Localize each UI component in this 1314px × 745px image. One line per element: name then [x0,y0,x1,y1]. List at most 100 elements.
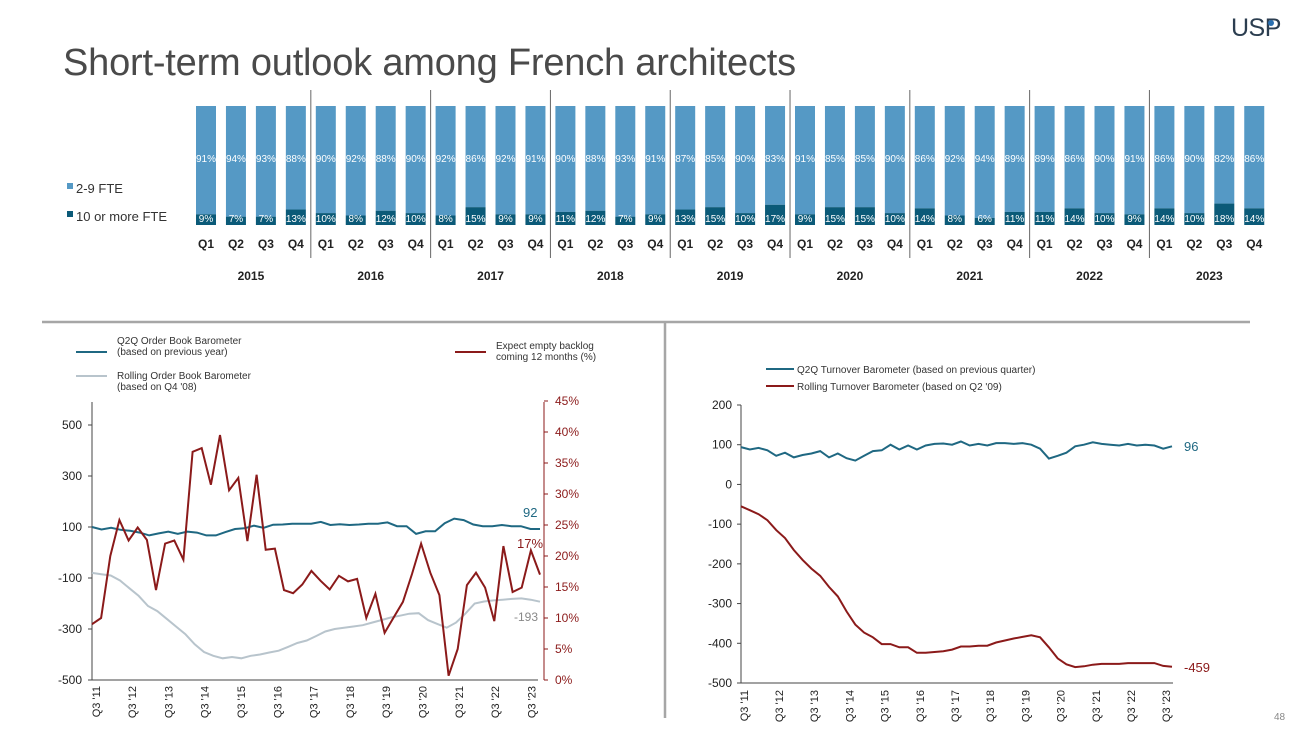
turnover-x-tick-label: Q3 '23 [1161,690,1173,722]
end-label-empty-backlog: 17% [517,536,543,551]
quarter-tick-label: Q2 [947,237,963,251]
bar-2-9-fte [465,106,486,208]
turnover-y-tick-label: -100 [708,517,732,531]
bar-label-2-9-fte: 90% [1094,154,1114,165]
quarter-tick-label: Q4 [288,237,304,251]
legend-label-q2q-turnover: Q2Q Turnover Barometer (based on previou… [797,365,1035,376]
turnover-x-tick-label: Q3 '18 [985,690,997,722]
rolling-turnover-line [740,505,1173,669]
bar-label-10-plus-fte: 14% [1244,214,1264,225]
bar-10-plus-fte [1064,208,1085,225]
bar-label-2-9-fte: 92% [495,154,515,165]
bar-label-10-plus-fte: 8% [349,214,364,225]
bar-2-9-fte [345,106,366,216]
bar-label-10-plus-fte: 9% [199,214,214,225]
bar-label-2-9-fte: 86% [1065,154,1085,165]
bar-label-2-9-fte: 92% [945,154,965,165]
bar-label-10-plus-fte: 14% [915,214,935,225]
bar-label-2-9-fte: 90% [885,154,905,165]
x-tick-label: Q3 '16 [272,686,284,718]
bar-label-10-plus-fte: 10% [885,214,905,225]
bar-label-2-9-fte: 86% [466,154,486,165]
x-tick-label: Q3 '13 [163,686,175,718]
bar-10-plus-fte [1244,208,1265,225]
bar-2-9-fte [555,106,576,212]
bar-label-10-plus-fte: 10% [1184,214,1204,225]
bar-10-plus-fte [585,210,606,225]
quarter-tick-label: Q1 [677,237,693,251]
year-label: 2020 [837,269,864,283]
quarter-tick-label: Q3 [737,237,753,251]
turnover-y-tick-label: -500 [708,676,732,690]
quarter-tick-label: Q1 [198,237,214,251]
bar-label-10-plus-fte: 11% [1005,214,1024,225]
logo-dot [1267,20,1274,26]
quarter-tick-label: Q3 [378,237,394,251]
quarter-tick-label: Q1 [557,237,573,251]
x-tick-label: Q3 '20 [418,686,430,718]
year-label: 2018 [597,269,624,283]
quarter-tick-label: Q1 [318,237,334,251]
quarter-tick-label: Q2 [348,237,364,251]
bar-10-plus-fte [255,216,276,225]
bar-2-9-fte [1094,106,1115,214]
bar-2-9-fte [1034,106,1055,212]
bar-label-2-9-fte: 94% [226,154,246,165]
bar-10-plus-fte [225,216,246,225]
x-tick-label: Q3 '11 [91,686,103,717]
quarter-tick-label: Q4 [527,237,543,251]
turnover-x-tick-label: Q3 '20 [1056,690,1068,722]
quarter-tick-label: Q3 [258,237,274,251]
year-label: 2017 [477,269,504,283]
bar-label-2-9-fte: 90% [316,154,336,165]
year-label: 2023 [1196,269,1223,283]
bar-label-10-plus-fte: 14% [1065,214,1085,225]
bar-label-10-plus-fte: 7% [618,214,633,225]
q2q-order-book-line [91,517,540,537]
bar-label-2-9-fte: 82% [1214,154,1234,165]
legend-label-rolling-turnover: Rolling Turnover Barometer (based on Q2 … [797,382,1002,393]
bar-label-10-plus-fte: 13% [675,214,695,225]
page-number: 48 [1274,712,1286,723]
quarter-tick-label: Q4 [1126,237,1142,251]
turnover-y-tick-label: -200 [708,557,732,571]
bar-label-10-plus-fte: 10% [735,214,755,225]
bar-label-10-plus-fte: 11% [1035,214,1054,225]
bar-10-plus-fte [1214,203,1235,225]
bar-2-9-fte [1154,106,1175,209]
bar-label-2-9-fte: 92% [436,154,456,165]
bar-label-10-plus-fte: 9% [528,214,543,225]
bar-10-plus-fte [944,215,965,225]
bar-label-2-9-fte: 93% [615,154,635,165]
quarter-tick-label: Q2 [1067,237,1083,251]
left-tick-label: -300 [58,622,82,636]
bar-2-9-fte [495,106,516,215]
quarter-tick-label: Q4 [408,237,424,251]
right-tick-label: 35% [555,456,579,470]
bar-label-10-plus-fte: 9% [498,214,513,225]
bar-label-2-9-fte: 88% [286,154,306,165]
bar-label-10-plus-fte: 10% [406,214,426,225]
bar-label-10-plus-fte: 12% [376,214,396,225]
bar-10-plus-fte [765,204,786,225]
bar-label-2-9-fte: 90% [1184,154,1204,165]
bar-2-9-fte [944,106,965,216]
bar-2-9-fte [645,106,666,215]
turnover-x-tick-label: Q3 '15 [880,690,892,722]
quarter-tick-label: Q4 [767,237,783,251]
turnover-x-tick-label: Q3 '19 [1020,690,1032,722]
bar-2-9-fte [255,106,276,217]
bar-label-10-plus-fte: 11% [556,214,575,225]
bar-2-9-fte [675,106,696,210]
turnover-y-tick-label: 100 [712,438,732,452]
x-tick-label: Q3 '12 [127,686,139,718]
turnover-x-tick-label: Q3 '22 [1126,690,1138,722]
bar-2-9-fte [1214,106,1235,204]
bar-label-10-plus-fte: 8% [438,214,453,225]
legend-label-q2q-order-book: Q2Q Order Book Barometer (based on previo… [117,336,242,358]
quarter-tick-label: Q2 [1186,237,1202,251]
bar-label-2-9-fte: 90% [555,154,575,165]
bar-label-2-9-fte: 91% [525,154,545,165]
bar-10-plus-fte [1124,214,1145,225]
bar-label-2-9-fte: 85% [705,154,725,165]
